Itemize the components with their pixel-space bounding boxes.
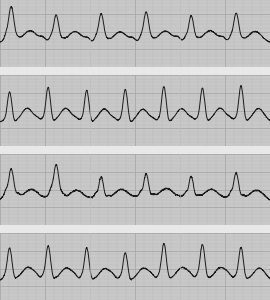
Bar	[0, 75, 270, 146]
Bar	[0, 154, 270, 225]
Bar	[0, 225, 270, 233]
Bar	[0, 233, 270, 300]
Bar	[0, 0, 270, 67]
Bar	[0, 146, 270, 154]
Bar	[0, 67, 270, 75]
